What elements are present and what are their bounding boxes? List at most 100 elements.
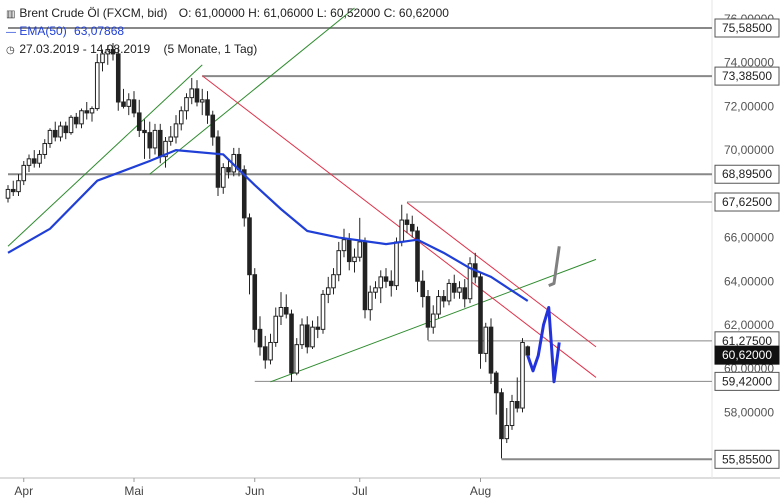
candle-body [325,287,331,295]
candle [420,270,426,308]
candle [278,292,284,325]
candle [110,42,116,61]
candle [121,88,126,109]
candle [373,281,378,299]
candle-body [94,62,100,110]
candle-body [163,140,168,158]
candle-body [467,263,473,300]
x-tick-label: Jun [245,484,264,498]
candle [189,77,195,105]
candle [199,88,205,116]
y-tick-label: 74,00000 [724,56,774,70]
candle [525,345,531,358]
candle-body [262,346,268,361]
candle [47,128,53,148]
candle [425,290,431,341]
candle [299,318,305,350]
candle [37,150,42,168]
legend-range-row: ◷ 27.03.2019 - 14.08.2019 (5 Monate, 1 T… [6,41,449,59]
x-tick-label: Jul [352,484,367,498]
candle [362,237,368,319]
candle-body [220,167,226,188]
legend-range: 27.03.2019 - 14.08.2019 [19,42,151,56]
x-tick-label: Apr [14,484,33,498]
candle-body [483,326,489,354]
candle [514,377,520,413]
candle-body [346,239,352,263]
legend-title-row: ▥ Brent Crude Öl (FXCM, bid) O: 61,00000… [6,5,449,23]
candle-body [462,287,468,300]
candle-body [157,129,163,158]
y-tick-label: 72,00000 [724,99,774,113]
candle [31,150,37,168]
candle-body [147,132,153,149]
candle-body [378,276,384,289]
candle-body [52,129,58,138]
candle-body [441,296,447,302]
candle [5,185,11,203]
level-price-box [714,192,780,212]
candle-body [525,346,531,356]
candle-body [21,164,27,182]
candle-body [16,180,21,193]
level-price-label: 73,38500 [722,69,772,83]
candle [163,136,168,168]
candle-body [115,53,121,103]
candle-body [189,88,195,99]
candle-body [273,315,279,343]
candle-body [131,99,137,114]
candle-body [37,153,42,164]
candle-body [394,241,399,287]
candle-body [415,230,420,282]
candle-body [331,274,336,289]
candle-body [430,313,436,328]
candle-body [42,143,48,155]
candle-body [446,282,452,302]
candle [310,320,315,350]
candle-body [504,425,510,440]
candle [215,130,221,196]
y-tick-label: 70,00000 [724,143,774,157]
candle [10,180,16,196]
candle-body [357,241,363,258]
projection-gray-path [548,246,561,288]
candle [89,106,95,122]
candle-body [404,219,410,225]
candle-body [457,287,462,293]
support-trendline [149,7,355,175]
candle [142,119,147,159]
candle-body [79,110,84,125]
candle [462,279,468,308]
candle [404,213,410,234]
candle-body [294,344,300,374]
candle [304,316,310,354]
level-price-label: 68,89500 [722,167,772,181]
candle-body [289,313,294,374]
candle-body [89,108,95,114]
candle-body [399,219,405,243]
candle [388,270,394,297]
candle-body [199,99,205,103]
candle-body [352,256,357,263]
candle-body [514,400,520,409]
candle [220,163,226,194]
candle-body [283,306,289,315]
resistance-trendline [201,75,597,378]
candle [58,121,63,142]
candle-body [383,276,389,282]
candle-body [152,129,158,149]
candle [352,248,357,273]
candle [52,121,58,142]
chart-legend: ▥ Brent Crude Öl (FXCM, bid) O: 61,00000… [6,5,449,59]
candle-body [478,276,483,354]
legend-ema-label: EMA(50) [19,24,67,38]
candle-body [268,341,273,361]
candle-body [226,167,231,173]
candle-body [373,287,378,293]
candle [147,121,153,159]
candle-body [320,293,326,330]
candle-body [252,274,258,330]
candle-body [5,188,11,199]
candle [273,307,279,347]
